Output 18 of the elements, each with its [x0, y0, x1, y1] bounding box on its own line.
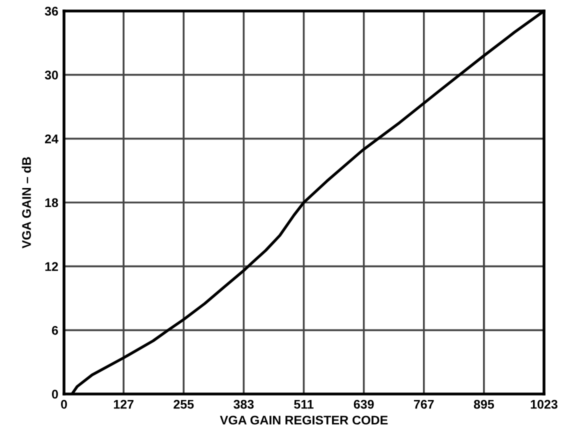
x-tick-label: 767 [414, 400, 434, 409]
y-axis-title: VGA GAIN – dB [22, 157, 31, 248]
x-tick-label: 639 [354, 400, 374, 409]
x-tick-label: 1023 [530, 400, 558, 409]
x-tick-label: 0 [61, 400, 67, 409]
y-tick-label: 6 [52, 326, 58, 335]
y-tick-label: 24 [44, 134, 58, 144]
x-tick-label: 895 [474, 400, 494, 409]
x-tick-label: 383 [234, 400, 254, 409]
x-tick-label: 511 [294, 400, 314, 409]
x-axis-title: VGA GAIN REGISTER CODE [220, 416, 388, 425]
y-tick-label: 0 [52, 390, 58, 399]
y-tick-label: 30 [44, 70, 58, 80]
x-tick-label: 255 [174, 400, 194, 409]
y-tick-label: 12 [45, 262, 58, 271]
y-tick-label: 18 [45, 198, 58, 208]
x-tick-label: 127 [114, 400, 134, 409]
y-tick-label: 36 [44, 6, 58, 16]
